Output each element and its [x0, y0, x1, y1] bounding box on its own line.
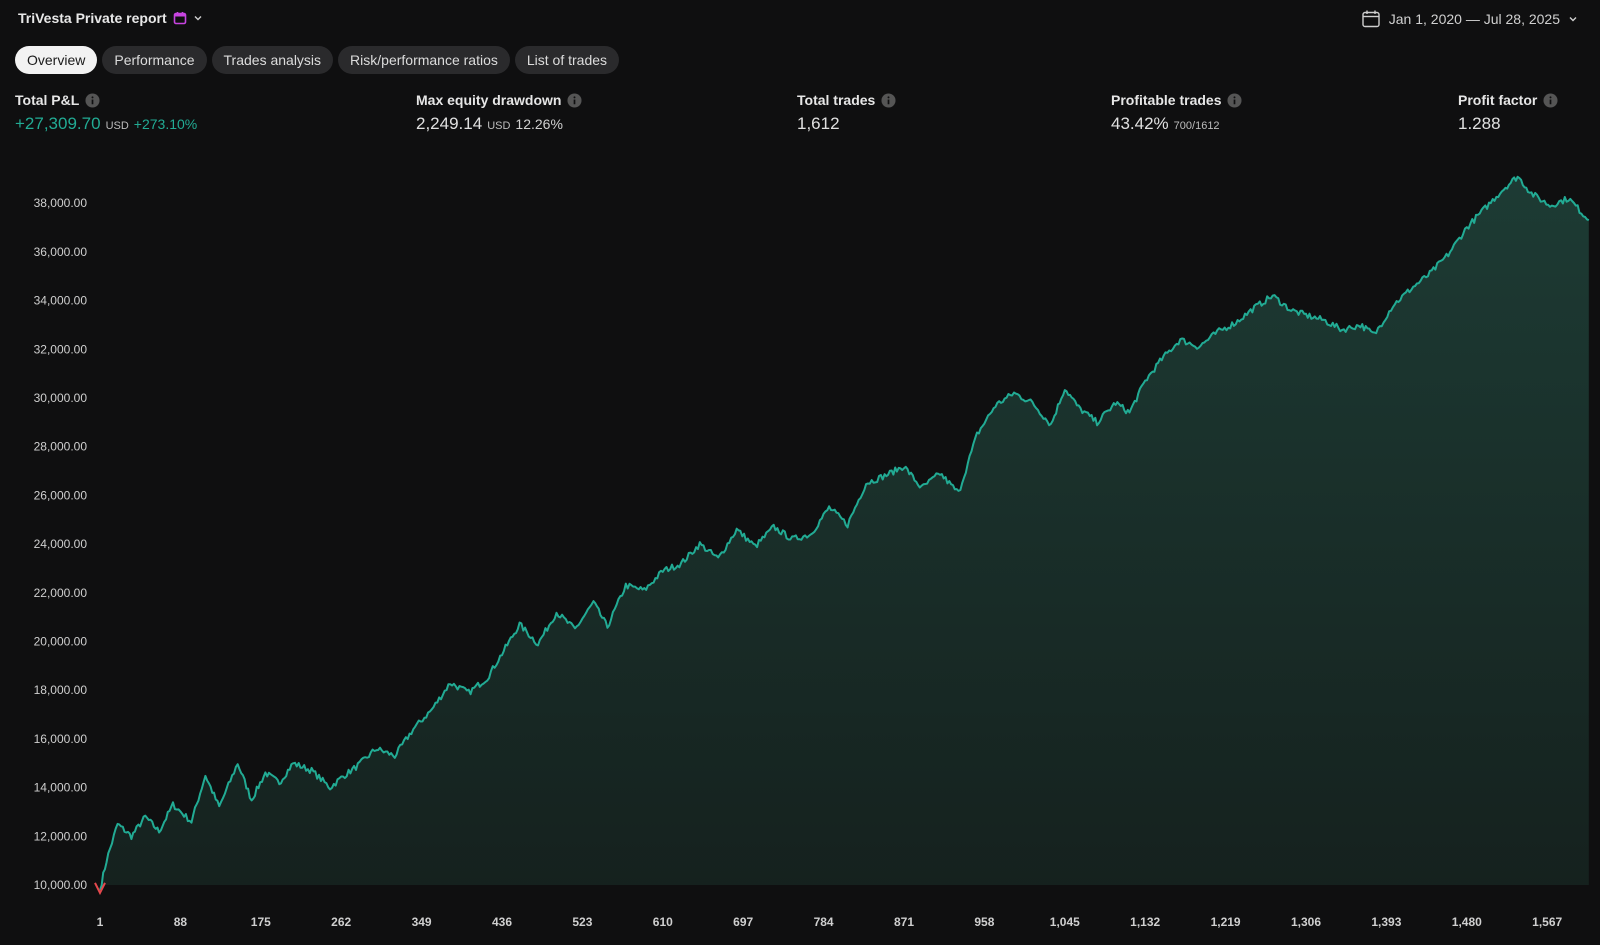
- profit-factor-value: 1.288: [1458, 114, 1501, 133]
- y-tick-label: 16,000.00: [34, 732, 88, 746]
- info-icon[interactable]: [1227, 92, 1243, 108]
- metric-label: Max equity drawdown: [416, 92, 562, 108]
- x-tick-label: 262: [331, 915, 351, 929]
- y-tick-label: 10,000.00: [34, 878, 88, 892]
- report-tabs: Overview Performance Trades analysis Ris…: [15, 46, 620, 74]
- y-tick-label: 34,000.00: [34, 294, 88, 308]
- metric-profitable-trades: Profitable trades 43.42% 700/1612: [1111, 92, 1243, 134]
- y-tick-label: 38,000.00: [34, 196, 88, 210]
- max-drawdown-value: 2,249.14: [416, 114, 483, 133]
- y-tick-label: 28,000.00: [34, 440, 88, 454]
- y-axis: 10,000.00 12,000.00 14,000.00 16,000.00 18,0…: [34, 196, 88, 892]
- info-icon[interactable]: [1543, 92, 1558, 108]
- x-tick-label: 958: [974, 915, 994, 929]
- x-tick-label: 1,306: [1291, 915, 1321, 929]
- y-tick-label: 22,000.00: [34, 586, 88, 600]
- metric-total-pnl: Total P&L +27,309.70 USD +273.10%: [15, 92, 197, 134]
- equity-line: [99, 175, 1590, 891]
- metric-label: Profit factor: [1458, 92, 1538, 108]
- x-tick-label: 871: [894, 915, 914, 929]
- x-tick-label: 175: [251, 915, 271, 929]
- x-tick-label: 1,219: [1211, 915, 1241, 929]
- x-tick-label: 697: [733, 915, 753, 929]
- tab-performance[interactable]: Performance: [102, 46, 207, 74]
- y-tick-label: 30,000.00: [34, 391, 88, 405]
- metric-label: Profitable trades: [1111, 92, 1222, 108]
- tab-trades-analysis[interactable]: Trades analysis: [211, 46, 334, 74]
- profitable-trades-value: 43.42%: [1111, 114, 1169, 133]
- date-range-picker[interactable]: Jan 1, 2020 — Jul 28, 2025: [1361, 9, 1578, 29]
- metric-total-trades: Total trades 1,612: [797, 92, 896, 134]
- x-tick-label: 523: [572, 915, 592, 929]
- total-pnl-percent: +273.10%: [133, 116, 198, 132]
- equity-area: [100, 176, 1589, 890]
- info-icon[interactable]: [881, 92, 896, 108]
- y-tick-label: 14,000.00: [34, 781, 88, 795]
- y-tick-label: 24,000.00: [34, 537, 88, 551]
- currency-unit: USD: [105, 120, 129, 132]
- y-tick-label: 20,000.00: [34, 635, 88, 649]
- y-tick-label: 18,000.00: [34, 683, 88, 697]
- equity-chart[interactable]: 10,000.00 12,000.00 14,000.00 16,000.00 18,0…: [0, 150, 1600, 945]
- max-drawdown-percent: 12.26%: [515, 116, 563, 132]
- y-tick-label: 26,000.00: [34, 488, 88, 502]
- total-pnl-value: +27,309.70: [15, 114, 101, 133]
- calendar-badge-icon: [173, 12, 186, 25]
- equity-chart-svg: 10,000.00 12,000.00 14,000.00 16,000.00 18,0…: [34, 175, 1590, 929]
- x-tick-label: 1: [97, 915, 104, 929]
- loss-marker: [94, 882, 106, 896]
- date-range-label: Jan 1, 2020 — Jul 28, 2025: [1388, 11, 1560, 27]
- x-tick-label: 88: [174, 915, 188, 929]
- x-tick-label: 784: [814, 915, 834, 929]
- calendar-icon: [1362, 10, 1380, 28]
- summary-metrics: Total P&L +27,309.70 USD +273.10% Max eq…: [0, 92, 1600, 142]
- x-tick-label: 1,393: [1371, 915, 1401, 929]
- metric-profit-factor: Profit factor 1.288: [1458, 92, 1558, 134]
- total-trades-value: 1,612: [797, 114, 840, 133]
- y-tick-label: 32,000.00: [34, 342, 88, 356]
- x-tick-label: 1,480: [1452, 915, 1482, 929]
- top-bar: TriVesta Private report Jan 1, 2020 — Ju…: [0, 0, 1600, 38]
- loss-marker-icon: [94, 882, 106, 896]
- x-tick-label: 436: [492, 915, 512, 929]
- x-axis: 1 88 175 262 349 436 523 610 697 784 871 958 1,045 1,…: [97, 915, 1563, 929]
- tab-overview[interactable]: Overview: [15, 46, 98, 74]
- chevron-down-icon: [1569, 17, 1577, 22]
- x-tick-label: 1,567: [1532, 915, 1562, 929]
- report-title: TriVesta Private report: [18, 10, 167, 26]
- metric-label: Total trades: [797, 92, 876, 108]
- report-selector[interactable]: TriVesta Private report: [18, 10, 203, 26]
- currency-unit: USD: [487, 120, 511, 132]
- x-tick-label: 1,132: [1130, 915, 1160, 929]
- tab-risk-performance-ratios[interactable]: Risk/performance ratios: [338, 46, 510, 74]
- metric-label: Total P&L: [15, 92, 80, 108]
- x-tick-label: 1,045: [1050, 915, 1080, 929]
- x-tick-label: 610: [653, 915, 673, 929]
- metric-max-drawdown: Max equity drawdown 2,249.14 USD 12.26%: [416, 92, 582, 134]
- chevron-down-icon: [194, 16, 202, 21]
- y-tick-label: 12,000.00: [34, 829, 88, 843]
- tab-list-of-trades[interactable]: List of trades: [514, 46, 620, 74]
- x-tick-label: 349: [412, 915, 432, 929]
- info-icon[interactable]: [567, 92, 582, 108]
- y-tick-label: 36,000.00: [34, 245, 88, 259]
- info-icon[interactable]: [85, 92, 100, 108]
- profitable-trades-ratio: 700/1612: [1173, 120, 1220, 132]
